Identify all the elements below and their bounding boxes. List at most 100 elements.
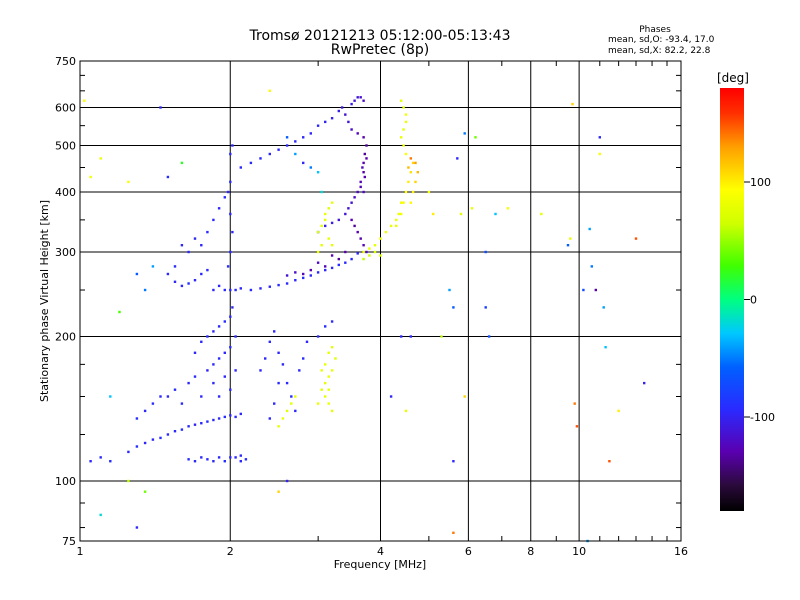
data-point: [143, 441, 147, 445]
data-point: [330, 409, 334, 413]
data-point: [212, 363, 215, 366]
stats-line-o: mean, sd,O: -93.4, 17.0: [608, 35, 715, 45]
data-point: [285, 479, 289, 483]
data-point: [151, 438, 155, 441]
data-point: [212, 460, 215, 463]
data-point: [229, 212, 232, 216]
data-point: [411, 161, 415, 165]
data-point: [83, 99, 86, 102]
data-point: [362, 136, 365, 139]
data-point: [217, 395, 221, 398]
data-point: [239, 412, 242, 416]
colorbar-ticks: 100 0 -100: [744, 176, 775, 424]
data-point: [407, 166, 410, 169]
data-point: [598, 152, 601, 156]
y-tick-label: 200: [55, 331, 76, 344]
data-point: [143, 288, 147, 292]
data-point: [226, 265, 230, 268]
data-point: [327, 375, 330, 378]
data-point: [470, 207, 474, 210]
data-point: [285, 274, 289, 277]
data-point: [231, 230, 234, 234]
x-tick-label: 1: [77, 545, 84, 558]
data-point: [309, 132, 312, 135]
data-point: [268, 285, 271, 288]
data-point: [166, 175, 170, 179]
colorbar-label: [deg]: [717, 71, 749, 85]
data-point: [180, 402, 184, 405]
data-point: [463, 395, 466, 398]
data-point: [259, 287, 262, 290]
data-point: [316, 250, 320, 254]
data-point: [135, 445, 139, 448]
data-point: [448, 288, 451, 292]
data-point: [356, 252, 359, 255]
data-point: [363, 152, 366, 156]
data-point: [327, 237, 330, 240]
data-point: [604, 346, 607, 349]
data-point: [193, 351, 197, 354]
data-point: [229, 288, 232, 292]
data-point: [200, 244, 203, 247]
data-point: [350, 102, 353, 106]
x-tick-label: 6: [465, 545, 472, 558]
data-point: [226, 190, 230, 194]
y-tick-label: 400: [55, 186, 76, 199]
data-point: [229, 250, 232, 254]
data-point: [414, 180, 417, 184]
data-point: [200, 456, 203, 459]
data-point: [330, 320, 334, 323]
data-point: [365, 157, 368, 160]
data-point: [200, 340, 203, 343]
data-point: [229, 388, 232, 391]
data-point: [223, 288, 226, 292]
data-point: [217, 417, 221, 420]
data-point: [353, 196, 356, 199]
data-point: [305, 340, 309, 343]
data-point: [404, 152, 408, 156]
data-point: [356, 96, 359, 99]
data-point: [320, 190, 323, 194]
data-point: [608, 460, 611, 463]
y-tick-label: 100: [55, 475, 76, 488]
data-point: [330, 201, 334, 204]
data-point: [330, 244, 334, 247]
data-point: [234, 456, 237, 459]
x-tick-label: 10: [572, 545, 586, 558]
data-point: [344, 113, 347, 116]
data-point: [362, 257, 365, 261]
data-point: [316, 124, 320, 127]
data-point: [337, 257, 340, 261]
data-point: [239, 454, 242, 457]
data-point: [344, 250, 347, 254]
data-point: [362, 190, 365, 194]
data-point: [229, 456, 232, 459]
x-axis-label: Frequency [MHz]: [334, 558, 426, 571]
data-point: [268, 417, 271, 420]
data-point: [234, 415, 237, 419]
y-tick-label: 300: [55, 246, 76, 259]
data-point: [409, 201, 412, 204]
x-tick-label: 8: [527, 545, 534, 558]
data-point: [320, 224, 323, 228]
data-point: [200, 395, 203, 398]
data-point: [206, 420, 209, 423]
data-point: [340, 106, 344, 109]
data-point: [569, 237, 572, 240]
data-point: [206, 230, 209, 234]
data-point: [440, 335, 443, 338]
data-point: [309, 268, 312, 272]
data-point: [330, 369, 334, 372]
data-point: [427, 190, 431, 194]
data-point: [159, 436, 162, 440]
data-point: [229, 180, 232, 184]
data-point: [277, 351, 280, 354]
data-point: [324, 224, 327, 228]
data-point: [127, 180, 130, 184]
data-point: [229, 315, 232, 318]
y-tick-label: 75: [62, 535, 76, 548]
data-point: [350, 257, 353, 261]
data-point: [320, 369, 323, 372]
data-point: [302, 276, 305, 280]
data-point: [143, 490, 147, 493]
